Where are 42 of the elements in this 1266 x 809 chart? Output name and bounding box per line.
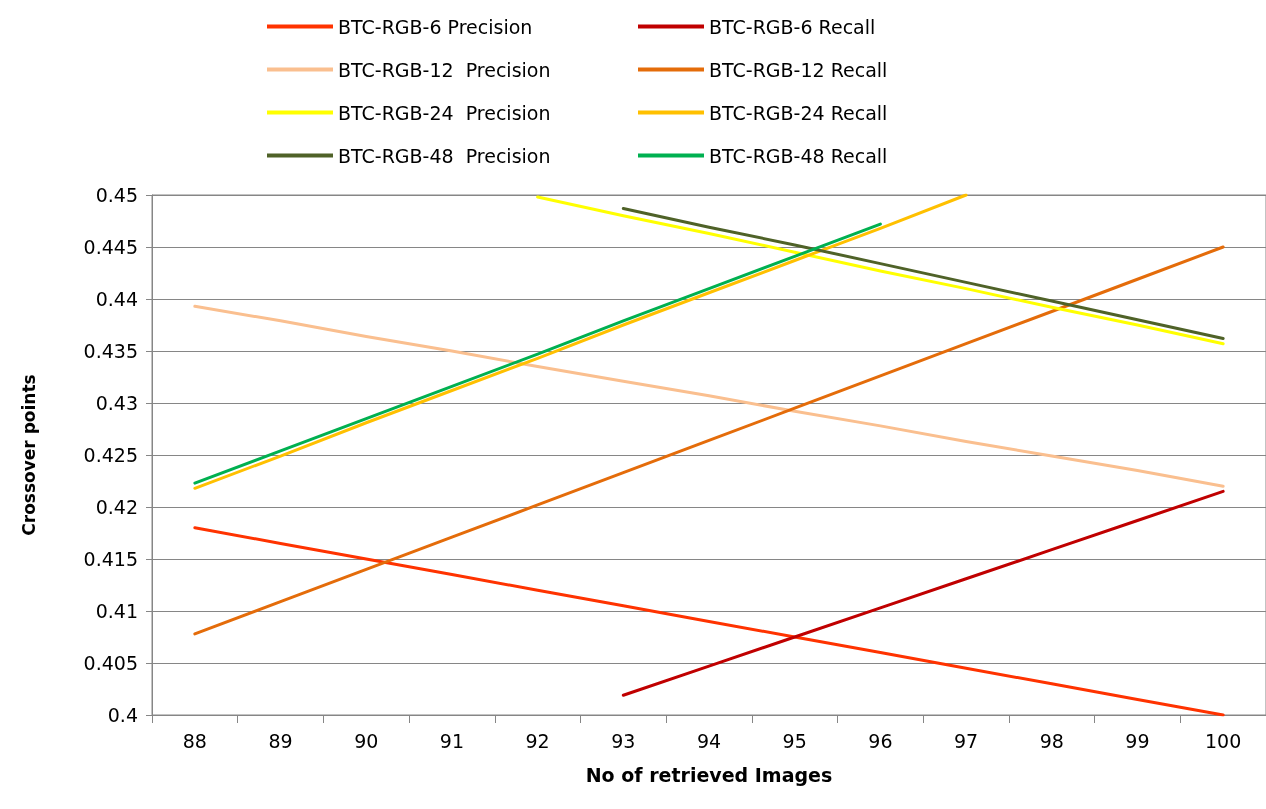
- x-tick-label: 93: [611, 729, 636, 752]
- line-series: [193, 193, 968, 490]
- x-tick-label: 89: [268, 729, 293, 752]
- legend-label: BTC-RGB-48 Precision: [338, 144, 551, 167]
- legend-label: BTC-RGB-24 Recall: [709, 101, 888, 124]
- y-tick-label: 0.425: [83, 444, 138, 466]
- y-tick-label: 0.4: [107, 704, 138, 726]
- legend-label: BTC-RGB-12 Recall: [709, 58, 888, 81]
- y-tick-label: 0.42: [95, 496, 138, 518]
- x-tick-label: 96: [868, 729, 893, 752]
- legend-label: BTC-RGB-48 Recall: [709, 144, 888, 167]
- x-axis-title: No of retrieved Images: [585, 763, 833, 786]
- y-tick-label: 0.415: [83, 548, 138, 570]
- x-tick-label: 92: [525, 729, 550, 752]
- x-tick-label: 94: [696, 729, 722, 752]
- x-tick-label: 88: [182, 729, 207, 752]
- y-tick-label: 0.445: [83, 236, 138, 258]
- legend-label: BTC-RGB-24 Precision: [338, 101, 551, 124]
- line-series: [621, 489, 1225, 697]
- y-tick-label: 0.44: [95, 288, 138, 310]
- y-tick-label: 0.43: [95, 392, 138, 414]
- y-tick-label: 0.405: [83, 652, 138, 674]
- x-tick-label: 95: [782, 729, 807, 752]
- x-tick-label: 98: [1039, 729, 1064, 752]
- line-series: [193, 222, 882, 485]
- x-tick-label: 91: [439, 729, 465, 752]
- line-series: [193, 304, 1225, 488]
- legend-label: BTC-RGB-6 Precision: [338, 15, 533, 38]
- line-series: [536, 195, 1225, 346]
- line-series: [621, 207, 1225, 341]
- legend-label: BTC-RGB-6 Recall: [709, 15, 876, 38]
- x-tick-label: 90: [354, 729, 379, 752]
- x-tick-label: 97: [953, 729, 979, 752]
- y-tick-label: 0.435: [83, 340, 138, 362]
- line-series: [193, 526, 1225, 717]
- legend-label: BTC-RGB-12 Precision: [338, 58, 551, 81]
- x-tick-label: 99: [1125, 729, 1150, 752]
- x-tick-label: 100: [1205, 729, 1242, 752]
- line-series: [193, 245, 1225, 636]
- y-axis-title: Crossover points: [18, 374, 39, 536]
- y-tick-label: 0.41: [95, 600, 138, 622]
- y-tick-label: 0.45: [95, 184, 138, 206]
